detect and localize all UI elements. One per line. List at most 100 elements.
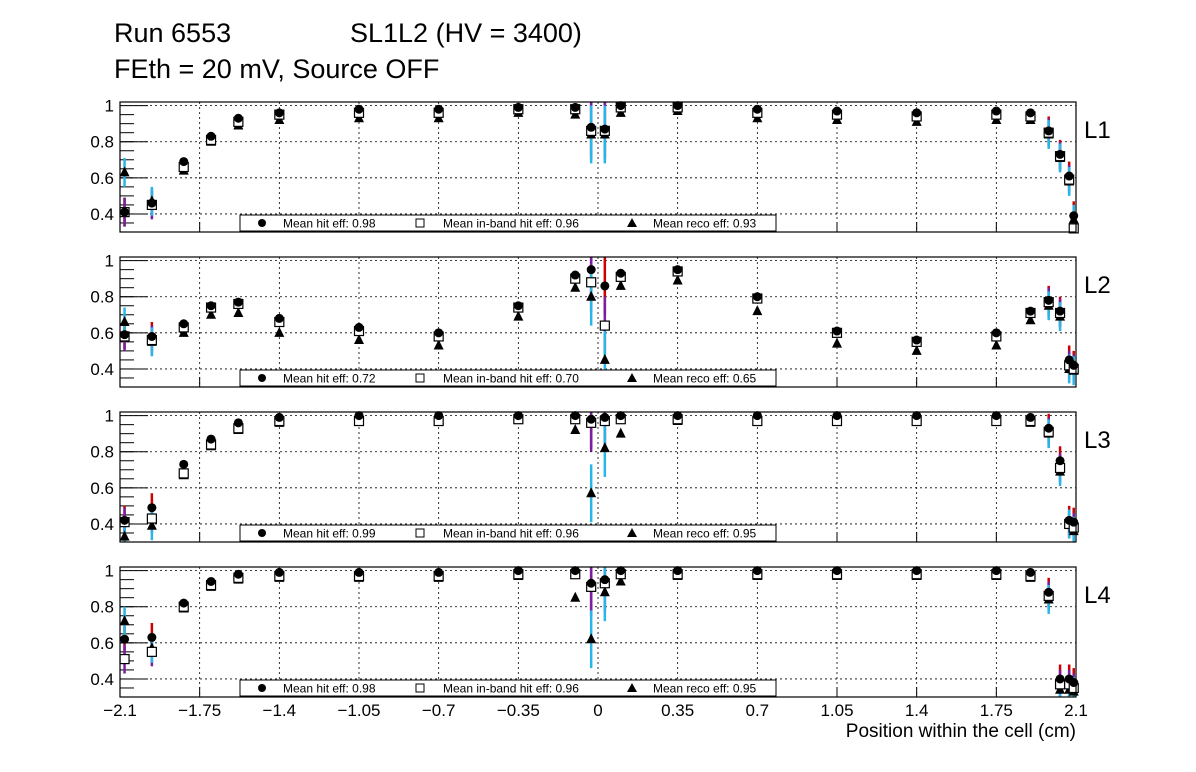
hit-point [673,265,683,275]
reco-point [233,306,244,317]
hit-point [354,322,364,332]
y-tick-label: 0.6 [90,169,114,188]
hit-point [832,566,842,576]
x-tick-label: 0.7 [746,701,770,720]
hit-point [616,101,626,111]
legend-hit-marker [258,529,266,537]
hit-point [274,412,284,422]
hit-point [179,598,189,608]
legend-reco-marker [627,683,637,692]
reco-point [119,166,130,177]
x-tick-label: −1.4 [263,701,297,720]
hit-point [274,567,284,577]
hit-point [1055,306,1065,316]
inband-point [178,468,189,479]
hit-point [147,503,157,513]
hit-point [673,566,683,576]
reco-point [672,274,683,285]
hit-point [513,301,523,311]
hit-point [434,411,444,421]
x-tick-label: −1.05 [337,701,380,720]
legend-hit-marker [258,219,266,227]
reco-point [119,530,130,541]
hit-point [1025,108,1035,118]
x-tick-label: −2.1 [103,701,137,720]
hit-point [586,578,596,588]
hit-point [233,113,243,123]
reco-point [354,334,364,345]
legend-inband-marker [415,373,425,383]
hit-point [912,108,922,118]
hit-point [673,411,683,421]
hit-point [120,515,130,525]
legend-reco-label: Mean reco eff: 0.95 [653,682,757,696]
y-tick-label: 1 [105,407,114,426]
plot-frame [119,411,1077,543]
hit-point [616,268,626,278]
hit-point [120,330,130,340]
hit-point [1055,456,1065,466]
inband-point [146,513,157,524]
hit-point [120,207,130,217]
reco-point [991,339,1002,350]
reco-point [615,427,626,438]
reco-point [119,316,130,326]
panel-l2: 0.4 0.6 0.8 1 L2 Mean hit eff: 0.72 Mean in-ba… [90,252,1111,388]
legend-box [239,524,777,542]
y-tick-label: 0.8 [90,598,114,617]
hit-point [832,411,842,421]
hit-point [832,326,842,336]
hit-point [1055,149,1065,159]
reco-point [599,353,610,364]
legend-inband-label: Mean in-band hit eff: 0.96 [443,682,579,696]
legend-inband-label: Mean in-band hit eff: 0.70 [443,372,579,386]
hit-point [147,632,157,642]
y-tick-label: 1 [105,252,114,271]
conditions-title: FEth = 20 mV, Source OFF [114,54,439,84]
x-tick-label: 1.4 [905,701,929,720]
hit-point [991,106,1001,116]
reco-point [586,487,597,498]
hit-point [1025,567,1035,577]
reco-point [586,633,597,644]
hit-point [673,101,683,111]
hit-point [206,301,216,311]
x-tick-label: 0 [593,701,602,720]
hit-point [991,328,1001,338]
y-tick-label: 0.8 [90,443,114,462]
x-tick-label: −1.75 [178,701,221,720]
run-title: Run 6553 [114,18,231,48]
legend-hit-label: Mean hit eff: 0.99 [283,527,376,541]
hit-point [179,459,189,469]
hit-point [354,567,364,577]
hit-point [600,412,610,422]
legend-reco-marker [627,373,637,382]
inband-point [599,320,610,331]
legend: Mean hit eff: 0.98 Mean in-band hit eff: … [239,679,777,697]
hit-point [179,319,189,329]
hit-point [1044,587,1054,597]
y-tick-label: 0.4 [90,670,114,689]
legend-hit-label: Mean hit eff: 0.98 [283,217,376,231]
hit-point [570,270,580,280]
hit-point [206,131,216,141]
hit-point [434,104,444,114]
legend-reco-marker [627,528,637,537]
reco-point [599,442,610,453]
legend-reco-label: Mean reco eff: 0.95 [653,527,757,541]
reco-point [615,279,626,290]
hit-point [147,198,157,208]
reco-point [146,519,157,530]
plot-frame [119,101,1077,233]
reco-point [615,575,626,586]
hit-point [586,414,596,424]
hit-point [752,292,762,302]
y-tick-label: 0.4 [90,205,114,224]
hit-point [233,418,243,428]
hit-point [1044,295,1054,305]
panel-l3: 0.4 0.6 0.8 1 L3 Mean hit eff: 0.99 Mean in-ba… [90,407,1111,543]
legend: Mean hit eff: 0.98 Mean in-band hit eff: … [239,214,777,232]
hit-point [752,104,762,114]
hit-point [1069,517,1079,527]
hit-point [1025,412,1035,422]
